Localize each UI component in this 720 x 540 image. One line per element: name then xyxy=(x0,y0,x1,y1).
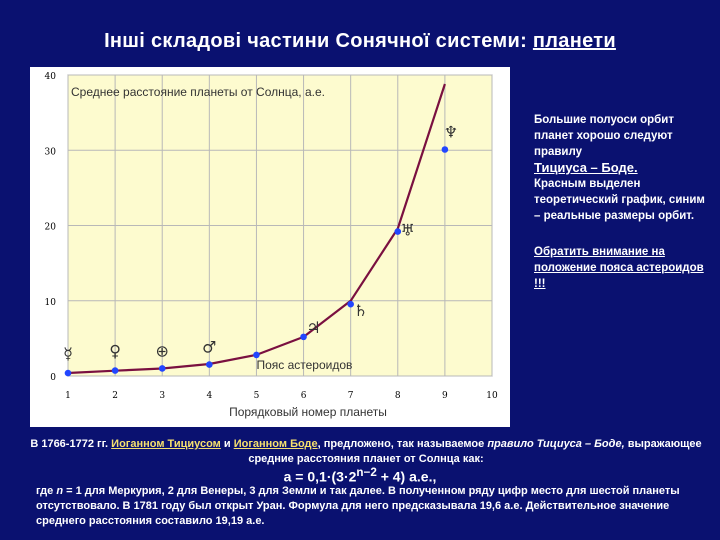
x-tick-label: 1 xyxy=(65,391,71,401)
side-note-rule-intro: Большие полуоси орбит планет хорошо след… xyxy=(534,114,674,158)
y-tick-label: 30 xyxy=(45,147,57,157)
planet-symbol: ♂ xyxy=(202,338,216,357)
asteroid-belt-note-link[interactable]: Обратить внимание на положение пояса аст… xyxy=(534,246,704,290)
y-tick-label: 10 xyxy=(45,298,57,308)
chart-panel: 0 10 20 30 40 1 2 3 4 5 6 7 8 9 10 Среднее расстояние п… xyxy=(30,67,510,427)
history-text-a: В 1766-1772 гг. xyxy=(30,438,112,450)
planet-symbol: ⊕ xyxy=(156,341,169,360)
y-tick-label: 40 xyxy=(45,72,57,82)
link-titius[interactable]: Иоганном Тициусом xyxy=(111,438,221,450)
annotation-label: Пояс астероидов xyxy=(256,358,352,372)
planet-symbol: ♀ xyxy=(109,342,121,361)
y-tick-label: 20 xyxy=(45,223,57,233)
history-text-b: и xyxy=(220,438,234,450)
side-notes: Большие полуоси орбит планет хорошо след… xyxy=(534,112,710,292)
real-data-point xyxy=(253,351,260,359)
formula-part-a: a = 0,1·(3·2 xyxy=(283,468,357,485)
formula-part-b: + 4) а.е., xyxy=(376,468,437,485)
planet-symbol: ♃ xyxy=(306,318,320,337)
x-tick-label: 6 xyxy=(301,391,307,401)
real-data-point xyxy=(111,367,119,374)
real-data-point xyxy=(347,300,354,308)
x-tick-label: 2 xyxy=(112,391,118,401)
slide-title: Інші складові частини Сонячної системи: … xyxy=(0,30,720,53)
side-note-rule-name: Тициуса – Боде. xyxy=(534,160,638,175)
real-data-point xyxy=(394,228,402,235)
real-data-point xyxy=(158,365,166,372)
link-bode[interactable]: Иоганном Боде xyxy=(233,438,318,450)
real-data-point xyxy=(206,361,213,368)
real-data-point xyxy=(300,333,307,341)
history-paragraph: В 1766-1772 гг. Иоганном Тициусом и Иога… xyxy=(30,437,702,467)
history-text-d: выражающее средние расстояния планет от … xyxy=(248,438,702,465)
explanation-text-a: где xyxy=(36,485,57,497)
variable-n: n xyxy=(56,485,64,497)
planet-symbol: ♆ xyxy=(444,122,458,141)
explanation-paragraph: где n = 1 для Меркурия, 2 для Венеры, 3 … xyxy=(36,484,712,529)
history-text-c: , предложено, так называемое xyxy=(317,438,488,450)
x-tick-label: 8 xyxy=(395,391,401,401)
y-tick-label: 0 xyxy=(50,373,56,383)
title-link-planets[interactable]: планети xyxy=(532,30,616,52)
distance-chart: 0 10 20 30 40 1 2 3 4 5 6 7 8 9 10 Среднее расстояние п… xyxy=(45,72,498,419)
side-note-colors: Красным выделен теоретический график, си… xyxy=(534,178,705,222)
explanation-text-b: = 1 для Меркурия, 2 для Венеры, 3 для Зе… xyxy=(36,485,680,527)
planet-symbol: ☿ xyxy=(63,344,73,363)
x-tick-label: 10 xyxy=(486,391,498,401)
planet-symbol: ♅ xyxy=(401,221,415,240)
planet-symbol: ♄ xyxy=(353,301,367,320)
x-tick-label: 7 xyxy=(348,391,354,401)
x-tick-label: 5 xyxy=(254,391,260,401)
x-axis-title: Порядковый номер планеты xyxy=(229,405,387,419)
chart-title: Среднее расстояние планеты от Солнца, а.… xyxy=(71,85,325,99)
x-tick-label: 9 xyxy=(442,391,448,401)
formula-exponent: n−2 xyxy=(356,466,377,479)
real-data-point xyxy=(64,369,72,377)
titius-bode-formula: a = 0,1·(3·2n−2 + 4) а.е., xyxy=(0,466,720,485)
x-tick-label: 4 xyxy=(206,391,212,401)
rule-italic: правило Тициуса – Боде, xyxy=(487,438,625,450)
x-tick-label: 3 xyxy=(159,391,165,401)
title-main: Інші складові частини Сонячної системи: xyxy=(104,30,533,52)
real-data-point xyxy=(441,146,449,153)
